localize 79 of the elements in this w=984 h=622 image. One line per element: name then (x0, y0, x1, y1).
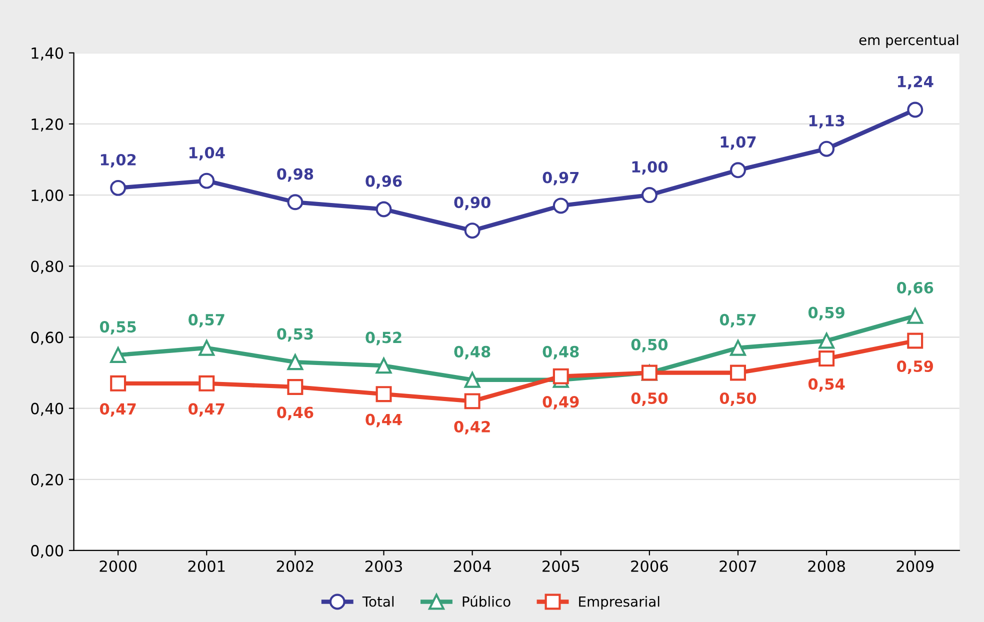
point (287, 354, 304, 370)
point (376, 386, 392, 402)
data-label: 0,55 (100, 321, 136, 335)
point (907, 308, 924, 324)
legend-label: Público (462, 596, 510, 607)
point (110, 375, 126, 392)
legend-label: Empresarial (579, 596, 660, 610)
data-label: 1,02 (100, 154, 136, 168)
data-label: 0,54 (808, 378, 845, 392)
y-tick-label: 1,20 (32, 118, 64, 132)
y-tick-label: 0,80 (31, 260, 64, 274)
data-label: 0,46 (277, 406, 314, 420)
data-label: 1,00 (632, 161, 668, 175)
point (730, 162, 746, 178)
x-tick-label: 2001 (188, 560, 225, 572)
data-label: 0,57 (188, 314, 224, 328)
data-label: 0,97 (542, 172, 579, 186)
point (198, 172, 215, 189)
data-label: 0,48 (454, 346, 490, 360)
y-tick-label: 0,60 (31, 332, 64, 345)
data-label: 0,48 (542, 346, 579, 360)
point (730, 340, 746, 356)
y-tick-label: 0,40 (31, 402, 64, 416)
point (641, 187, 658, 204)
point (464, 222, 480, 239)
point (287, 378, 304, 395)
data-label: 0,57 (720, 314, 756, 328)
point (110, 180, 126, 196)
x-tick-label: 2007 (720, 560, 756, 572)
data-label: 0,49 (542, 396, 579, 410)
point (198, 340, 215, 356)
y-tick-label: 0,00 (31, 544, 64, 558)
legend-label: Total (362, 596, 394, 607)
y-tick-label: 0,20 (31, 474, 64, 487)
point (464, 393, 480, 410)
point (376, 358, 392, 374)
point (818, 140, 835, 157)
x-tick-label: 2006 (631, 560, 668, 572)
data-label: 0,96 (366, 175, 402, 189)
data-label: 1,24 (898, 76, 934, 90)
data-label: 0,52 (366, 332, 402, 346)
point (552, 198, 569, 214)
x-tick-label: 2002 (276, 560, 314, 572)
point (818, 350, 835, 367)
data-label: 0,53 (277, 328, 313, 342)
data-label: 0,59 (897, 360, 933, 374)
text: em percentual (859, 34, 958, 48)
data-label: 0,42 (454, 420, 490, 434)
data-label: 0,59 (808, 306, 844, 320)
data-label: 0,90 (454, 196, 490, 210)
x-tick-label: 2005 (542, 560, 579, 572)
point (907, 102, 924, 118)
data-label: 1,13 (809, 114, 844, 128)
data-label: 0,98 (277, 168, 314, 182)
point (376, 201, 392, 218)
point (907, 332, 924, 349)
data-label: 0,50 (631, 392, 668, 406)
point (287, 194, 304, 210)
data-label: 0,66 (897, 282, 934, 296)
point (110, 346, 126, 363)
x-tick-label: 2003 (365, 560, 402, 572)
data-label: 0,50 (720, 392, 756, 406)
point (198, 375, 215, 392)
point (552, 368, 569, 384)
data-label: 0,47 (188, 403, 224, 417)
point (818, 332, 835, 349)
data-label: 0,44 (366, 414, 402, 428)
y-tick-label: 1,00 (32, 190, 64, 203)
x-tick-label: 2004 (454, 560, 491, 572)
x-tick-label: 2009 (896, 560, 934, 572)
data-label: 0,50 (631, 338, 668, 352)
x-tick-label: 2008 (808, 560, 845, 572)
point (464, 372, 480, 388)
data-label: 1,07 (720, 136, 756, 150)
x-tick-label: 2000 (100, 560, 137, 572)
data-label: 0,47 (100, 403, 136, 417)
data-label: 1,04 (190, 146, 225, 160)
y-tick-label: 1,40 (32, 47, 64, 60)
point (730, 364, 746, 381)
